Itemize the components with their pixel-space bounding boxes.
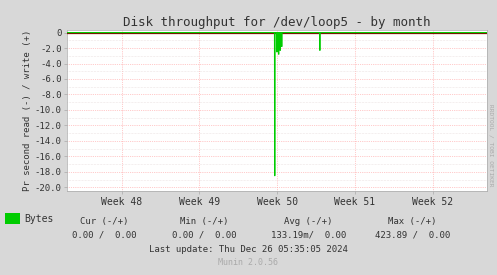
Text: Bytes: Bytes	[24, 214, 54, 224]
Title: Disk throughput for /dev/loop5 - by month: Disk throughput for /dev/loop5 - by mont…	[123, 16, 431, 29]
Text: Munin 2.0.56: Munin 2.0.56	[219, 258, 278, 266]
FancyBboxPatch shape	[5, 213, 20, 224]
Text: Last update: Thu Dec 26 05:35:05 2024: Last update: Thu Dec 26 05:35:05 2024	[149, 245, 348, 254]
Text: 133.19m/  0.00: 133.19m/ 0.00	[270, 231, 346, 240]
Text: Max (-/+): Max (-/+)	[388, 217, 437, 226]
Text: Min (-/+): Min (-/+)	[179, 217, 228, 226]
Text: 0.00 /  0.00: 0.00 / 0.00	[72, 231, 137, 240]
Text: Avg (-/+): Avg (-/+)	[284, 217, 332, 226]
Text: RRDTOOL / TOBI OETIKER: RRDTOOL / TOBI OETIKER	[489, 104, 494, 187]
Text: 423.89 /  0.00: 423.89 / 0.00	[375, 231, 450, 240]
Text: 0.00 /  0.00: 0.00 / 0.00	[171, 231, 236, 240]
Text: Cur (-/+): Cur (-/+)	[80, 217, 129, 226]
Y-axis label: Pr second read (-) / write (+): Pr second read (-) / write (+)	[23, 30, 32, 191]
